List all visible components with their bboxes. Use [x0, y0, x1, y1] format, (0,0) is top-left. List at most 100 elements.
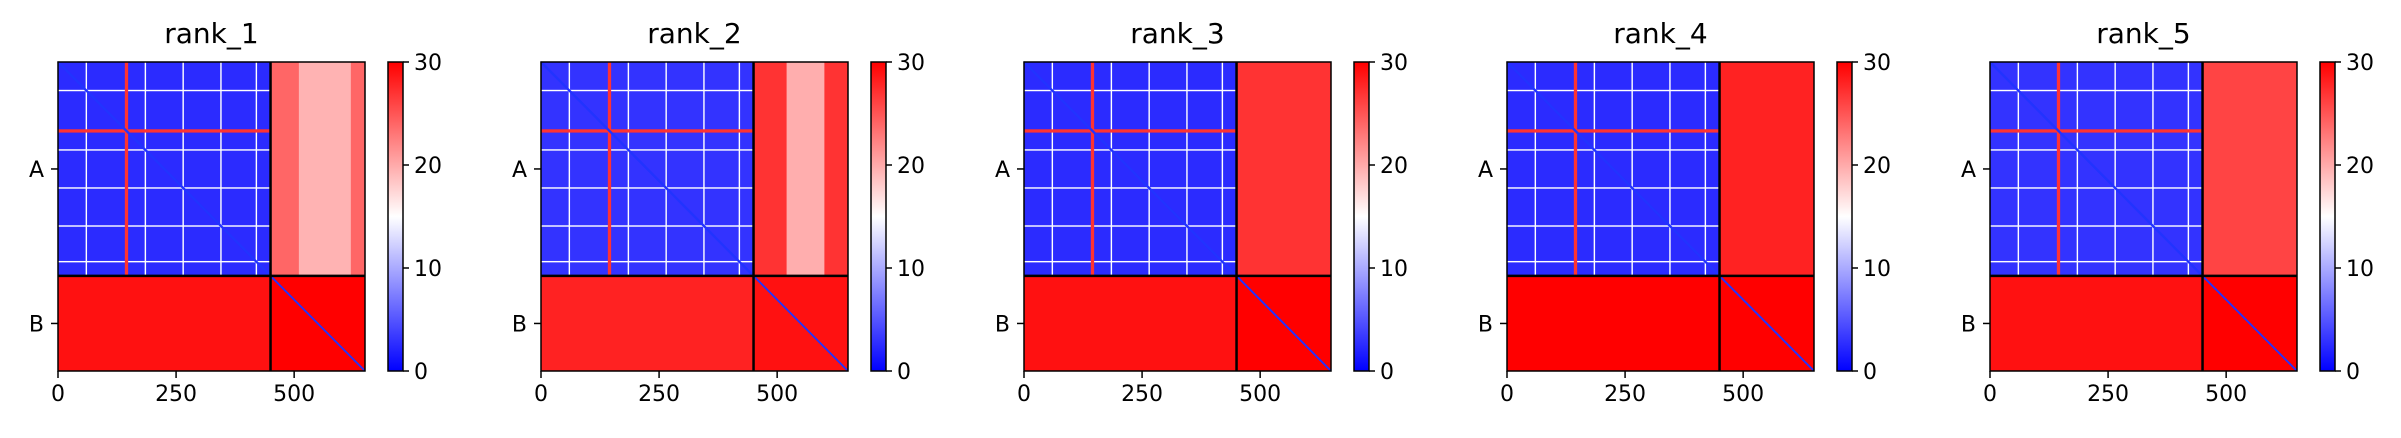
panel-title: rank_1 — [164, 17, 258, 50]
x-tick-label: 0 — [51, 382, 65, 407]
pae-band-row — [541, 225, 754, 227]
colorbar-tick-label: 0 — [2346, 360, 2360, 385]
y-chain-label: B — [512, 312, 527, 337]
colorbar — [870, 61, 887, 372]
pae-band-col — [1051, 62, 1054, 276]
panel-title: rank_3 — [1130, 17, 1224, 50]
pae-band-row — [58, 89, 271, 92]
pae-hot-row — [58, 129, 271, 133]
pae-band-row — [1990, 149, 2203, 151]
x-tick-label: 500 — [1239, 382, 1281, 407]
colorbar — [1353, 61, 1370, 372]
colorbar-tick-label: 30 — [2346, 51, 2374, 76]
colorbar-tick-label: 10 — [2346, 257, 2374, 282]
x-tick-label: 250 — [638, 382, 680, 407]
pae-band-row — [541, 260, 754, 263]
pae-diagonal-a — [1506, 61, 1721, 277]
pae-hot-col — [607, 62, 612, 276]
y-chain-label: A — [29, 158, 44, 183]
colorbar — [387, 61, 404, 372]
x-tick-label: 250 — [2087, 382, 2129, 407]
pae-band-row — [541, 187, 754, 189]
y-chain-label: B — [1961, 312, 1976, 337]
pae-panel-1: rank_1 A B 0 250 500 0 10 20 30 — [29, 17, 442, 407]
colorbar-tick-label: 10 — [897, 257, 925, 282]
pae-diagonal-a — [57, 61, 272, 277]
colorbar-tick-label: 20 — [414, 154, 442, 179]
colorbar-tick-label: 0 — [414, 360, 428, 385]
pae-band-col — [1186, 62, 1188, 276]
pae-band-col — [627, 62, 630, 276]
pae-block-ab — [2202, 62, 2297, 276]
y-chain-label: B — [1478, 312, 1493, 337]
y-chain-label: A — [1478, 158, 1493, 183]
colorbar-tick-label: 20 — [1863, 154, 1891, 179]
pae-band-col — [182, 62, 184, 276]
pae-diagonal-b — [1235, 275, 1332, 372]
colorbar — [1836, 61, 1853, 372]
colorbar — [2319, 61, 2336, 372]
y-chain-label: B — [995, 312, 1010, 337]
pae-block-ba — [1990, 275, 2203, 371]
pae-block-ba — [1024, 275, 1237, 371]
pae-band-col — [1704, 62, 1707, 276]
pae-band-row — [58, 187, 271, 189]
colorbar-tick-label: 0 — [1380, 360, 1394, 385]
pae-diagonal-a — [1989, 61, 2204, 277]
pae-hot-col — [1090, 62, 1095, 276]
pae-band-row — [1507, 149, 1720, 151]
pae-block-ba — [1507, 275, 1720, 371]
pae-band-col — [1110, 62, 1113, 276]
pae-hot-row — [1507, 129, 1720, 133]
panel-title: rank_2 — [647, 17, 741, 50]
pae-band-row — [58, 260, 271, 263]
pae-band-col — [738, 62, 741, 276]
colorbar-tick-label: 10 — [1863, 257, 1891, 282]
pae-hot-row — [1990, 129, 2203, 133]
colorbar-tick-label: 30 — [414, 51, 442, 76]
pae-band-row — [1990, 225, 2203, 227]
colorbar-tick-label: 30 — [1380, 51, 1408, 76]
pae-band-row — [1507, 187, 1720, 189]
pae-hot-col — [2056, 62, 2061, 276]
colorbar-tick-label: 20 — [1380, 154, 1408, 179]
pae-diagonal-b — [752, 275, 849, 372]
pae-diagonal-b — [1718, 275, 1815, 372]
y-chain-label: A — [512, 158, 527, 183]
colorbar-tick-label: 0 — [1863, 360, 1877, 385]
x-tick-label: 250 — [1121, 382, 1163, 407]
colorbar-tick-label: 10 — [414, 257, 442, 282]
plot-frame — [540, 61, 849, 372]
pae-band-row — [1024, 149, 1237, 151]
pae-panel-5: rank_5 A B 0 250 500 0 10 20 30 — [1961, 17, 2374, 407]
pae-hot-row — [1024, 129, 1237, 133]
colorbar-tick-label: 30 — [1863, 51, 1891, 76]
pae-panel-4: rank_4 A B 0 250 500 0 10 20 30 — [1478, 17, 1891, 407]
pae-diagonal-b — [269, 275, 366, 372]
pae-band-row — [1507, 89, 1720, 92]
pae-block-ba — [58, 275, 271, 371]
pae-band-row — [1024, 89, 1237, 92]
colorbar-tick-label: 20 — [2346, 154, 2374, 179]
colorbar-tick-label: 20 — [897, 154, 925, 179]
pae-diagonal-a — [540, 61, 755, 277]
y-chain-label: B — [29, 312, 44, 337]
y-chain-label: A — [995, 158, 1010, 183]
x-tick-label: 500 — [756, 382, 798, 407]
plot-frame — [1989, 61, 2298, 372]
x-tick-label: 0 — [1500, 382, 1514, 407]
pae-band-col — [1534, 62, 1537, 276]
pae-hot-row — [541, 129, 754, 133]
pae-band-row — [541, 149, 754, 151]
pae-band-col — [2017, 62, 2020, 276]
pae-band-col — [1593, 62, 1596, 276]
pae-band-col — [144, 62, 147, 276]
pae-block-ba — [541, 275, 754, 371]
pae-band-row — [1507, 225, 1720, 227]
panel-title: rank_4 — [1613, 17, 1707, 50]
pae-band-col — [2114, 62, 2116, 276]
pae-panel-3: rank_3 A B 0 250 500 0 10 20 30 — [995, 17, 1408, 407]
pae-band-row — [1990, 89, 2203, 92]
pae-hot-col — [124, 62, 129, 276]
pae-band-row — [1507, 260, 1720, 263]
